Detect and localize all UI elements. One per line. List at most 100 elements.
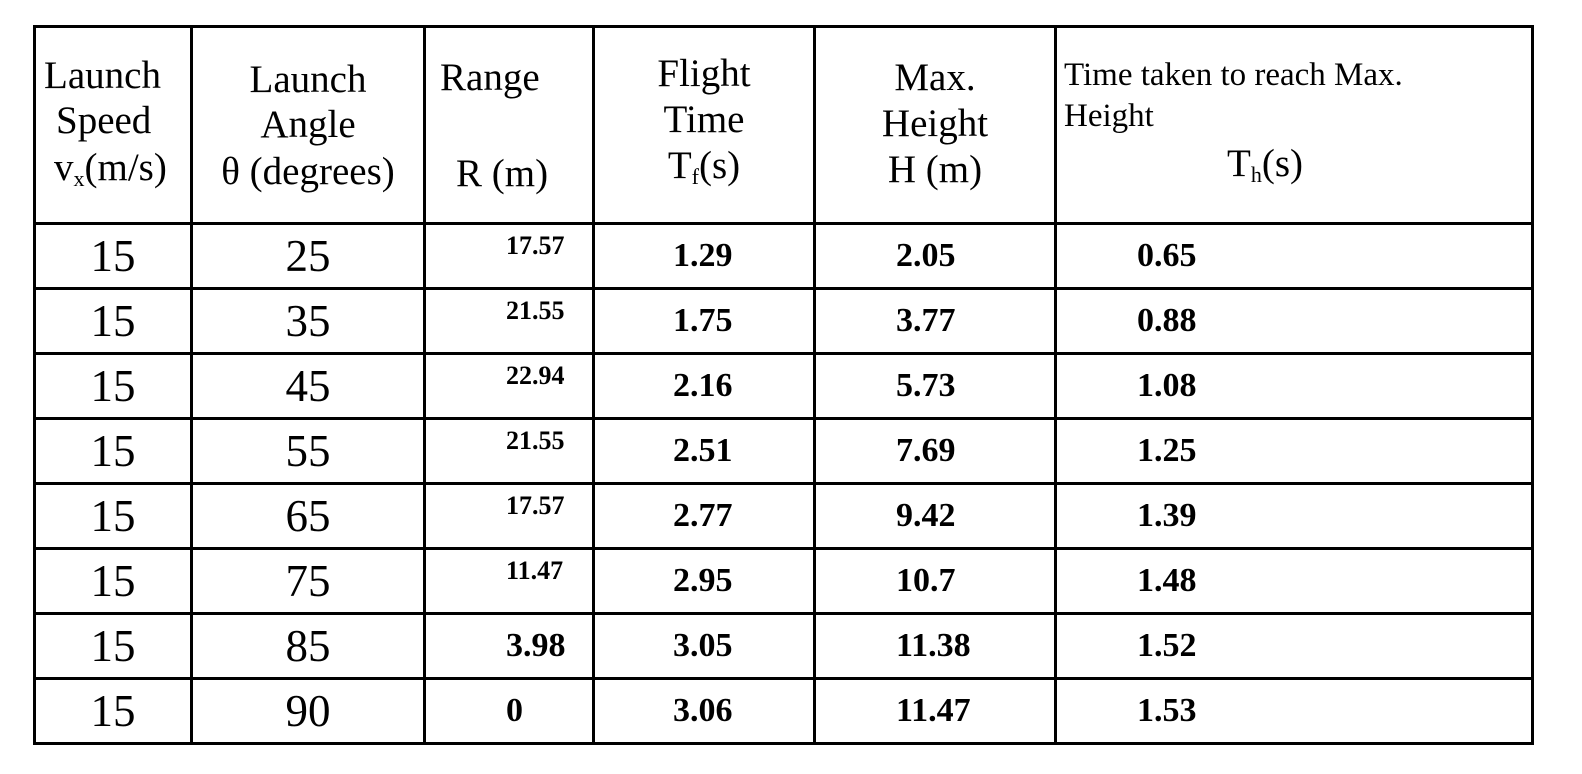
cell-launch-speed: 15 xyxy=(33,352,193,420)
cell-launch-angle: 90 xyxy=(190,677,426,745)
header-speed-line1: Launch xyxy=(44,54,161,97)
cell-flight-time-value: 2.16 xyxy=(673,367,733,404)
projectile-data-table: Launch Speed vx(m/s) Launch Angle θ (deg… xyxy=(33,25,1534,745)
cell-max-height-value: 11.47 xyxy=(896,692,971,729)
header-height-line1: Max. xyxy=(894,56,976,99)
cell-range-value: 22.94 xyxy=(506,361,565,390)
header-height-line3: H (m) xyxy=(887,148,983,191)
cell-launch-angle: 65 xyxy=(190,482,426,550)
table-row: 15 45 22.94 2.16 5.73 1.08 xyxy=(33,352,1534,420)
header-flight-time: Flight Time Tf(s) xyxy=(592,25,816,225)
cell-range: 21.55 xyxy=(423,417,595,485)
header-height-line2: Height xyxy=(881,102,989,145)
cell-time-to-max-height: 1.25 xyxy=(1054,417,1534,485)
table-body: 15 25 17.57 1.29 2.05 0.65 15 35 21.55 1.75 3.77 0.… xyxy=(33,222,1534,745)
header-speed-line3: vx(m/s) xyxy=(54,146,167,191)
header-timemax-line2: Height xyxy=(1064,98,1154,134)
cell-flight-time-value: 2.51 xyxy=(673,432,733,469)
cell-flight-time: 2.95 xyxy=(592,547,816,615)
cell-time-to-max-height: 1.52 xyxy=(1054,612,1534,680)
cell-max-height: 7.69 xyxy=(813,417,1057,485)
cell-flight-time: 1.29 xyxy=(592,222,816,290)
table-row: 15 90 0 3.06 11.47 1.53 xyxy=(33,677,1534,745)
cell-time-to-max-height-value: 1.39 xyxy=(1137,497,1197,534)
header-timemax-line1: Time taken to reach Max. xyxy=(1064,57,1403,93)
cell-flight-time-value: 3.05 xyxy=(673,627,733,664)
cell-range: 3.98 xyxy=(423,612,595,680)
cell-range: 22.94 xyxy=(423,352,595,420)
cell-time-to-max-height: 0.65 xyxy=(1054,222,1534,290)
cell-time-to-max-height-value: 1.08 xyxy=(1137,367,1197,404)
cell-max-height-value: 10.7 xyxy=(896,562,956,599)
table-row: 15 25 17.57 1.29 2.05 0.65 xyxy=(33,222,1534,290)
header-range: Range R (m) xyxy=(423,25,595,225)
cell-range-value: 21.55 xyxy=(506,426,565,455)
table-row: 15 65 17.57 2.77 9.42 1.39 xyxy=(33,482,1534,550)
cell-max-height-value: 5.73 xyxy=(896,367,956,404)
header-angle-line1: Launch xyxy=(249,58,367,101)
cell-flight-time: 2.77 xyxy=(592,482,816,550)
header-speed-line2: Speed xyxy=(56,99,152,142)
header-flight-line2: Time xyxy=(663,98,745,141)
cell-flight-time-value: 1.75 xyxy=(673,302,733,339)
cell-range: 11.47 xyxy=(423,547,595,615)
cell-max-height: 9.42 xyxy=(813,482,1057,550)
cell-time-to-max-height-value: 1.53 xyxy=(1137,692,1197,729)
cell-max-height: 11.47 xyxy=(813,677,1057,745)
cell-range-value: 17.57 xyxy=(506,491,565,520)
cell-range-value: 11.47 xyxy=(506,556,564,585)
cell-range: 17.57 xyxy=(423,482,595,550)
header-max-height: Max. Height H (m) xyxy=(813,25,1057,225)
cell-flight-time-value: 2.77 xyxy=(673,497,733,534)
cell-launch-speed: 15 xyxy=(33,287,193,355)
cell-max-height-value: 3.77 xyxy=(896,302,956,339)
cell-launch-speed: 15 xyxy=(33,547,193,615)
cell-launch-angle: 45 xyxy=(190,352,426,420)
cell-launch-speed: 15 xyxy=(33,482,193,550)
header-flight-line3: Tf(s) xyxy=(667,144,741,189)
cell-max-height: 10.7 xyxy=(813,547,1057,615)
cell-time-to-max-height: 1.39 xyxy=(1054,482,1534,550)
header-angle-line3: θ (degrees) xyxy=(221,150,395,193)
cell-flight-time-value: 3.06 xyxy=(673,692,733,729)
cell-max-height: 11.38 xyxy=(813,612,1057,680)
cell-max-height: 5.73 xyxy=(813,352,1057,420)
header-range-line2: R (m) xyxy=(456,152,549,195)
cell-flight-time: 1.75 xyxy=(592,287,816,355)
header-row: Launch Speed vx(m/s) Launch Angle θ (deg… xyxy=(33,25,1534,225)
header-timemax-line3: Th(s) xyxy=(1227,142,1303,187)
cell-range-value: 3.98 xyxy=(506,627,566,664)
cell-launch-angle: 75 xyxy=(190,547,426,615)
table-row: 15 85 3.98 3.05 11.38 1.52 xyxy=(33,612,1534,680)
cell-launch-angle: 85 xyxy=(190,612,426,680)
cell-max-height-value: 2.05 xyxy=(896,237,956,274)
cell-max-height-value: 9.42 xyxy=(896,497,956,534)
cell-range-value: 21.55 xyxy=(506,296,565,325)
cell-max-height-value: 7.69 xyxy=(896,432,956,469)
cell-time-to-max-height: 1.48 xyxy=(1054,547,1534,615)
cell-range: 21.55 xyxy=(423,287,595,355)
cell-time-to-max-height: 1.53 xyxy=(1054,677,1534,745)
cell-flight-time-value: 2.95 xyxy=(673,562,733,599)
cell-max-height: 3.77 xyxy=(813,287,1057,355)
cell-launch-speed: 15 xyxy=(33,222,193,290)
cell-launch-angle: 25 xyxy=(190,222,426,290)
cell-flight-time: 3.05 xyxy=(592,612,816,680)
header-range-line1: Range xyxy=(440,56,540,99)
header-flight-line1: Flight xyxy=(657,52,751,95)
cell-max-height-value: 11.38 xyxy=(896,627,971,664)
cell-range-value: 17.57 xyxy=(506,231,565,260)
cell-launch-speed: 15 xyxy=(33,612,193,680)
cell-launch-angle: 35 xyxy=(190,287,426,355)
cell-range: 0 xyxy=(423,677,595,745)
header-launch-speed: Launch Speed vx(m/s) xyxy=(33,25,193,225)
header-launch-angle: Launch Angle θ (degrees) xyxy=(190,25,426,225)
table-row: 15 75 11.47 2.95 10.7 1.48 xyxy=(33,547,1534,615)
cell-flight-time: 2.16 xyxy=(592,352,816,420)
cell-launch-angle: 55 xyxy=(190,417,426,485)
cell-flight-time: 3.06 xyxy=(592,677,816,745)
table-row: 15 35 21.55 1.75 3.77 0.88 xyxy=(33,287,1534,355)
header-angle-line2: Angle xyxy=(260,103,356,146)
cell-time-to-max-height-value: 0.65 xyxy=(1137,237,1197,274)
cell-flight-time-value: 1.29 xyxy=(673,237,733,274)
